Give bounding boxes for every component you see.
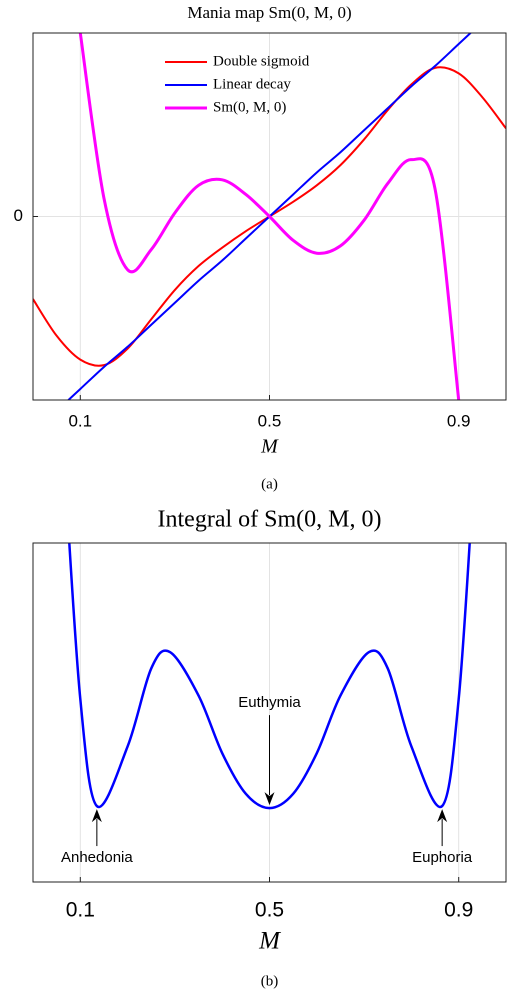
annotation-label: Euthymia [238,694,301,711]
chart-title: Mania map Sm(0, M, 0) [187,3,351,22]
x-axis-label: M [258,928,281,955]
caption: (b) [261,973,279,989]
plot-lines [68,543,471,810]
x-tick-label: 0.9 [447,411,471,430]
annotation-label: Euphoria [412,849,473,866]
x-tick-label: 0.9 [444,899,473,922]
chart: Mania map Sm(0, M, 0) 0.1 0.5 0.9 0 M (a) Doubl… [14,3,507,492]
legend-label: Double sigmoid [213,53,310,69]
x-tick-label: 0.1 [66,899,95,922]
caption: (a) [261,476,278,492]
plot-frame [32,32,507,401]
legend-label: Sm(0, M, 0) [213,99,286,115]
plot-lines [33,33,506,400]
annotation-arrowhead [264,792,275,806]
x-tick-label: 0.1 [68,411,92,430]
y-tick-label: 0 [14,206,23,225]
chart-title: Integral of Sm(0, M, 0) [158,507,382,533]
plot-frame [32,542,507,883]
x-tick-label: 0.5 [258,411,282,430]
x-tick-label: 0.5 [255,899,284,922]
annotation-arrowhead [437,809,448,823]
series-line [68,543,471,810]
annotation-label: Anhedonia [61,849,133,866]
chart: Integral of Sm(0, M, 0) 0.1 0.5 0.9 M (b) Anhe… [32,507,507,989]
x-axis-label: M [260,436,279,458]
series-line [78,33,461,400]
legend-label: Linear decay [213,76,291,92]
annotation-arrowhead [91,809,102,823]
